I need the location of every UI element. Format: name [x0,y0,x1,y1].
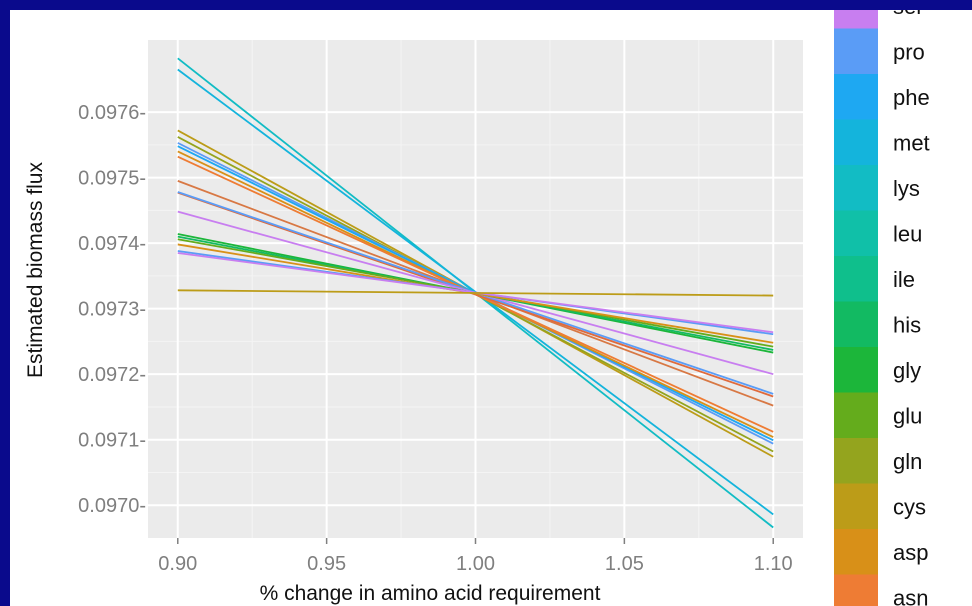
x-tick-label: 1.10 [754,553,793,575]
legend-label-cys: cys [893,494,926,519]
legend-swatch-glu [834,392,878,439]
legend-swatch-asn [834,574,878,606]
legend-swatch-pro [834,28,878,75]
legend-swatch-phe [834,74,878,120]
legend-label-gln: gln [893,449,922,474]
color-legend: serprophemetlysleuilehisglygluglncysaspa… [818,0,972,606]
y-axis-tick-labels: 0.0970- 0.0971- 0.0972- 0.0973- 0.0974- 0.097… [78,102,146,517]
legend-swatch-cys [834,483,878,530]
series-line-19 [177,289,774,297]
legend-swatch-gly [834,347,878,393]
legend-label-his: his [893,312,921,337]
major-gridlines [148,40,803,538]
y-tick-label: 0.0972- [78,364,146,386]
legend-swatch-his [834,301,878,348]
y-axis-title: Estimated biomass flux [24,162,47,378]
x-axis-title: % change in amino acid requirement [260,582,601,605]
legend-label-met: met [893,130,930,155]
series-lines [177,57,774,529]
legend-label-glu: glu [893,403,922,428]
legend-label-phe: phe [893,85,930,110]
y-tick-label: 0.0976- [78,102,146,124]
legend-label-gly: gly [893,358,921,383]
legend-swatch-leu [834,210,878,257]
x-axis-tick-labels: 0.90 0.95 1.00 1.05 1.10 [158,538,793,575]
legend-label-pro: pro [893,39,925,64]
y-tick-label: 0.0971- [78,430,146,452]
legend-swatch-lys [834,165,878,211]
legend-label-asp: asp [893,540,928,565]
legend-swatch-ile [834,256,878,302]
legend-label-ile: ile [893,267,915,292]
y-tick-label: 0.0973- [78,299,146,321]
y-tick-label: 0.0975- [78,168,146,190]
legend-label-leu: leu [893,221,922,246]
legend-swatch-asp [834,529,878,575]
series-line-10 [177,191,774,398]
legend-label-asn: asn [893,585,928,606]
legend-swatch-gln [834,438,878,484]
x-tick-label: 1.00 [456,553,495,575]
x-tick-label: 0.95 [307,553,346,575]
legend-swatch-met [834,119,878,166]
x-tick-label: 0.90 [158,553,197,575]
y-tick-label: 0.0970- [78,495,146,517]
legend-label-lys: lys [893,176,920,201]
frame-top [818,0,972,10]
x-tick-label: 1.05 [605,553,644,575]
y-tick-label: 0.0974- [78,233,146,255]
